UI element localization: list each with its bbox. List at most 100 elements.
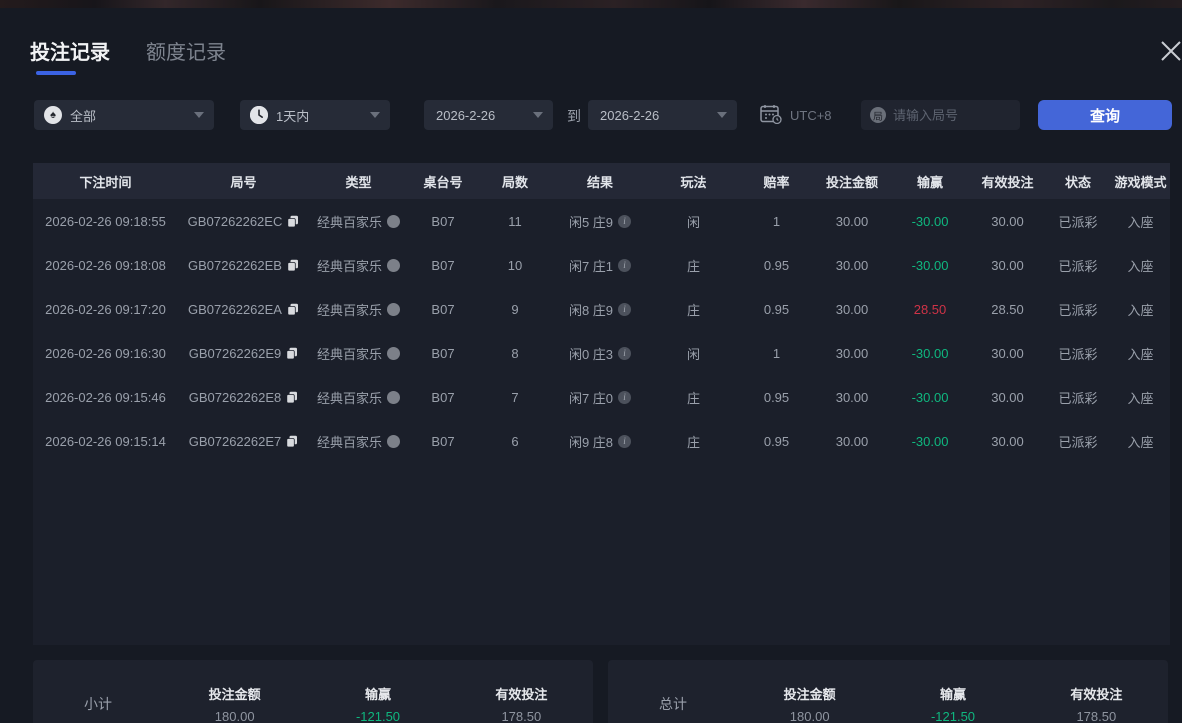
table-number: B07 (431, 257, 455, 273)
bet-amount: 30.00 (835, 257, 869, 273)
column-header: 桌台号 (423, 174, 463, 190)
info-icon[interactable]: i (618, 302, 632, 316)
tab-quota-records[interactable]: 额度记录 (146, 42, 226, 64)
bet-amount: 30.00 (835, 389, 869, 405)
chevron-down-icon (533, 112, 543, 118)
info-icon[interactable]: i (618, 214, 632, 228)
bet-time: 2026-02-26 09:15:46 (45, 389, 166, 405)
clock-icon (250, 106, 268, 124)
subtotal-win-loss: 输赢 -121.50 (306, 684, 449, 723)
subtotal-valid-value: 178.50 (501, 709, 542, 723)
game-number: GB07262262E7 (178, 434, 309, 449)
column-header: 赔率 (763, 174, 790, 190)
valid-bet: 30.00 (991, 433, 1024, 449)
game-number: GB07262262EA (178, 302, 309, 317)
game-type-icon (387, 302, 400, 316)
time-range-value: 1天内 (276, 108, 310, 124)
play-method: 庄 (686, 434, 700, 450)
game-number-search[interactable]: 局 (861, 100, 1020, 130)
bet-time: 2026-02-26 09:18:08 (45, 257, 166, 273)
play-method: 闲 (686, 346, 700, 362)
column-header: 局号 (230, 174, 257, 190)
game-type-icon (387, 434, 400, 448)
subtotal-bet-label: 投注金额 (208, 687, 261, 702)
bet-amount: 30.00 (835, 433, 869, 449)
date-to-picker[interactable]: 2026-2-26 (588, 100, 737, 130)
table-number: B07 (431, 301, 455, 317)
total-win-value: -121.50 (930, 709, 976, 723)
bet-amount: 30.00 (835, 301, 869, 317)
total-valid-value: 178.50 (1076, 709, 1117, 723)
valid-bet: 30.00 (991, 389, 1024, 405)
table-header-row: 下注时间 局号 类型 桌台号 局数 结果 玩法 赔率 投注金额 输赢 有效投注 状态 游戏模式 (33, 163, 1170, 199)
copy-icon[interactable] (287, 215, 299, 228)
odds: 0.95 (763, 433, 790, 449)
column-header: 结果 (586, 174, 613, 190)
info-icon[interactable]: i (618, 434, 632, 448)
copy-icon[interactable] (286, 347, 298, 360)
game-type-select[interactable]: ♠ 全部 (34, 100, 214, 130)
table-number: B07 (431, 213, 455, 229)
query-button[interactable]: 查询 (1038, 100, 1172, 130)
info-icon[interactable]: i (618, 390, 632, 404)
round-number: 6 (511, 433, 519, 449)
date-to-value: 2026-2-26 (600, 107, 660, 123)
column-header: 状态 (1064, 174, 1091, 190)
calendar-clock-icon (760, 104, 782, 127)
win-loss: -30.00 (911, 345, 949, 361)
play-method: 闲 (686, 214, 700, 230)
subtotal-bet-amount: 投注金额 180.00 (163, 684, 306, 723)
total-bet-amount: 投注金额 180.00 (738, 684, 881, 723)
timezone-indicator: UTC+8 (760, 104, 832, 127)
odds: 0.95 (763, 301, 790, 317)
game-number: GB07262262E8 (178, 390, 309, 405)
game-number-input[interactable] (893, 107, 1003, 123)
column-header: 输赢 (916, 174, 943, 190)
game-type-value: 全部 (70, 108, 97, 124)
play-method: 庄 (686, 258, 700, 274)
game-type: 经典百家乐 (309, 256, 408, 275)
spade-icon: ♠ (44, 106, 62, 124)
date-from-picker[interactable]: 2026-2-26 (424, 100, 553, 130)
bet-time: 2026-02-26 09:17:20 (45, 301, 166, 317)
odds: 1 (772, 213, 781, 229)
table-number: B07 (431, 433, 455, 449)
round-number: 9 (511, 301, 519, 317)
game-type-icon (387, 258, 400, 272)
game-mode: 入座 (1127, 346, 1154, 362)
copy-icon[interactable] (286, 435, 298, 448)
chevron-down-icon (717, 112, 727, 118)
copy-icon[interactable] (287, 259, 299, 272)
copy-icon[interactable] (287, 303, 299, 316)
table-row: 2026-02-26 09:17:20 GB07262262EA 经典百家乐 B07 9… (33, 287, 1170, 331)
column-header: 局数 (501, 174, 528, 190)
game-type-icon (387, 390, 400, 404)
status: 已派彩 (1058, 390, 1098, 406)
copy-icon[interactable] (286, 391, 298, 404)
game-type: 经典百家乐 (309, 388, 408, 407)
chevron-down-icon (370, 112, 380, 118)
table-number: B07 (431, 345, 455, 361)
status: 已派彩 (1058, 258, 1098, 274)
table-row: 2026-02-26 09:15:46 GB07262262E8 经典百家乐 B07 7… (33, 375, 1170, 419)
close-icon[interactable] (1158, 38, 1182, 68)
total-win-loss: 输赢 -121.50 (881, 684, 1024, 723)
play-method: 庄 (686, 390, 700, 406)
game-type-icon (387, 214, 400, 228)
table-row: 2026-02-26 09:18:55 GB07262262EC 经典百家乐 B07 1… (33, 199, 1170, 243)
subtotal-bet-value: 180.00 (214, 709, 255, 723)
total-valid-label: 有效投注 (1070, 687, 1123, 702)
valid-bet: 30.00 (991, 257, 1024, 273)
table-row: 2026-02-26 09:18:08 GB07262262EB 经典百家乐 B07 1… (33, 243, 1170, 287)
game-number: GB07262262E9 (178, 346, 309, 361)
info-icon[interactable]: i (618, 346, 632, 360)
total-label: 总计 (659, 696, 687, 712)
time-range-select[interactable]: 1天内 (240, 100, 390, 130)
game-mode: 入座 (1127, 434, 1154, 450)
game-type: 经典百家乐 (309, 344, 408, 363)
chevron-down-icon (194, 112, 204, 118)
info-icon[interactable]: i (618, 258, 632, 272)
tab-betting-records[interactable]: 投注记录 (30, 36, 110, 75)
valid-bet: 28.50 (991, 301, 1024, 317)
column-header: 投注金额 (825, 174, 878, 190)
